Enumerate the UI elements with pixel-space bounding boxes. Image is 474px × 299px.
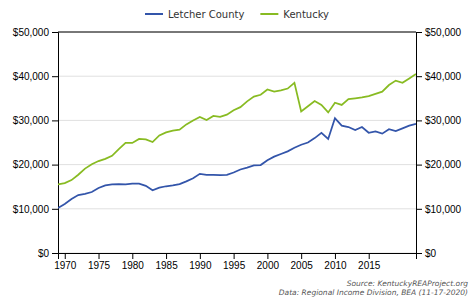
y2-axis-tick: $0 [416, 248, 437, 259]
x-axis-tick-mark [99, 253, 100, 259]
series-group [58, 74, 416, 208]
y2-axis-tick-label: $10,000 [425, 204, 462, 215]
grid-line [58, 76, 416, 77]
x-axis-tick: 1990 [189, 253, 212, 271]
y2-axis-tick-label: $20,000 [425, 159, 462, 170]
y2-axis-tick: $10,000 [416, 204, 462, 215]
y-axis-tick-mark [52, 165, 58, 166]
legend: Letcher County Kentucky [145, 9, 329, 20]
x-axis-tick-label: 1970 [54, 260, 77, 271]
series-line [58, 74, 416, 185]
plot-area: 1970 1975 1980 1985 1990 1995 2000 2005 2010 2015… [13, 27, 462, 271]
y2-axis-tick: $30,000 [416, 115, 462, 126]
legend-item: Letcher County [145, 9, 244, 20]
x-axis-tick-label: 1990 [189, 260, 212, 271]
x-axis-line [59, 254, 417, 260]
annotation: Data: Regional Income Division, BEA (11-… [279, 288, 468, 297]
x-axis-tick-label: 1985 [155, 260, 178, 271]
y2-axis-tick: $40,000 [416, 71, 462, 82]
y-axis-tick: $30,000 [13, 115, 58, 126]
x-axis-tick-label: 2005 [291, 260, 314, 271]
grid-line [58, 164, 416, 165]
x-axis-tick-mark [267, 253, 268, 259]
y2-axis-tick: $20,000 [416, 159, 462, 170]
y-axis-tick-mark [52, 209, 58, 210]
y-axis-tick-label: $10,000 [13, 204, 50, 215]
series-line [58, 118, 416, 208]
y2-axis-tick-mark [416, 76, 422, 77]
x-axis-tick: 2005 [291, 253, 314, 271]
legend-label: Letcher County [168, 9, 244, 20]
x-axis-tick-label: 2010 [324, 260, 347, 271]
y2-axis-tick-label: $50,000 [425, 27, 462, 38]
x-axis-tick: 1980 [122, 253, 145, 271]
x-axis-tick-label: 2000 [257, 260, 280, 271]
y2-axis-tick-mark [416, 209, 422, 210]
y-axis-tick-mark [52, 32, 58, 33]
x-axis-tick-label: 1995 [223, 260, 246, 271]
y2-axis-tick-mark [416, 253, 422, 254]
grid-line [58, 32, 416, 33]
legend-swatch [260, 13, 278, 15]
x-axis-tick-label: 1975 [88, 260, 111, 271]
legend-label: Kentucky [283, 9, 329, 20]
y-axis-tick-label: $30,000 [13, 115, 50, 126]
y-axis-tick: $0 [38, 248, 58, 259]
y-axis-tick-label: $40,000 [13, 71, 50, 82]
y-axis-tick-label: $20,000 [13, 159, 50, 170]
x-axis-tick: 1995 [223, 253, 246, 271]
y-axis-tick-mark [52, 120, 58, 121]
legend-swatch [145, 13, 163, 15]
y-axis-tick: $20,000 [13, 159, 58, 170]
x-axis-tick-mark [301, 253, 302, 259]
y2-axis-tick-mark [416, 120, 422, 121]
y-axis-tick: $50,000 [13, 27, 58, 38]
x-axis-tick: 2000 [257, 253, 280, 271]
y2-axis-tick-label: $0 [425, 248, 437, 259]
y2-axis-tick-mark [416, 32, 422, 33]
y-axis-tick: $10,000 [13, 204, 58, 215]
grid-line [58, 120, 416, 121]
y2-axis-tick: $50,000 [416, 27, 462, 38]
x-axis-tick: 1975 [88, 253, 111, 271]
grid-line [58, 208, 416, 209]
legend-item: Kentucky [260, 9, 329, 20]
x-axis-tick: 2015 [358, 253, 381, 271]
x-axis-tick-mark [335, 253, 336, 259]
chart: 1970 1975 1980 1985 1990 1995 2000 2005 2010 2015… [0, 0, 474, 299]
x-axis-tick-mark [132, 253, 133, 259]
grid [58, 32, 416, 253]
annotation: Source: KentuckyREAProject.org [347, 279, 469, 288]
y2-axis: $0 $10,000 $20,000 $30,000 $40,000 $50,000 [416, 27, 462, 259]
y2-axis-line [417, 33, 423, 254]
y-axis-tick-mark [52, 76, 58, 77]
y-axis-tick-mark [52, 253, 58, 254]
x-axis-tick-label: 1980 [122, 260, 145, 271]
y-axis-tick-label: $0 [38, 248, 50, 259]
x-axis-tick-mark [200, 253, 201, 259]
x-axis-tick: 1985 [155, 253, 178, 271]
frame-top [58, 32, 416, 33]
y2-axis-tick-mark [416, 165, 422, 166]
x-axis: 1970 1975 1980 1985 1990 1995 2000 2005 2010 2015 [54, 253, 416, 271]
x-axis-tick-mark [234, 253, 235, 259]
x-axis-tick: 1970 [54, 253, 77, 271]
x-axis-tick-label: 2015 [358, 260, 381, 271]
y2-axis-tick-label: $30,000 [425, 115, 462, 126]
y-axis-line [52, 33, 59, 254]
x-axis-tick-mark [166, 253, 167, 259]
x-axis-tick-mark [65, 253, 66, 259]
x-axis-tick-mark [369, 253, 370, 259]
x-axis-tick: 2010 [324, 253, 347, 271]
y-axis: $0 $10,000 $20,000 $30,000 $40,000 $50,000 [13, 27, 59, 259]
y-axis-tick: $40,000 [13, 71, 58, 82]
y2-axis-tick-label: $40,000 [425, 71, 462, 82]
y-axis-tick-label: $50,000 [13, 27, 50, 38]
